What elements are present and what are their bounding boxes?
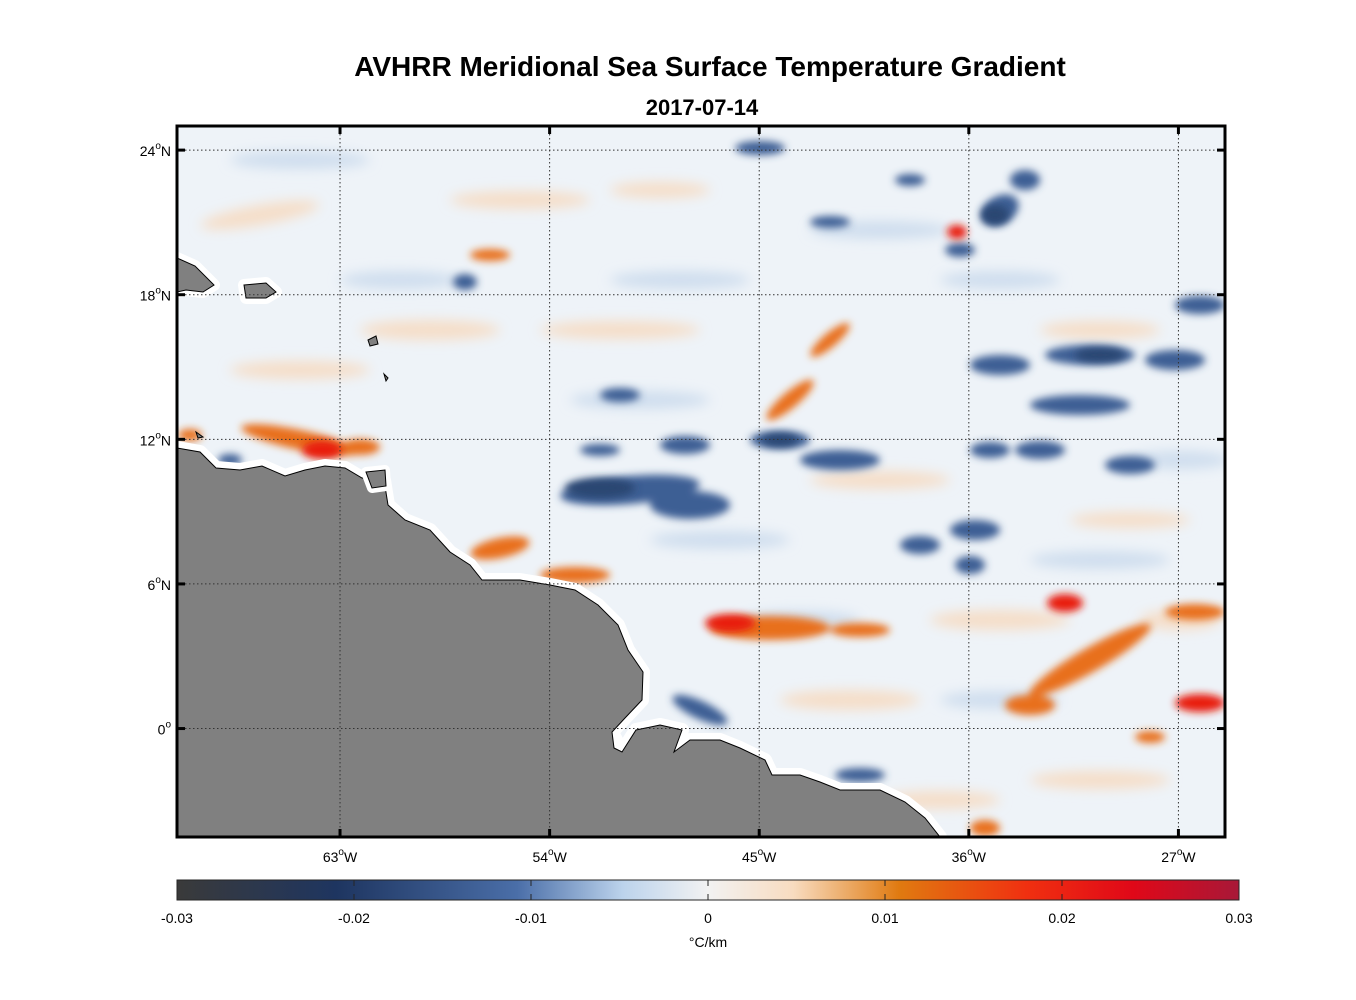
lat-tick-label: 0o	[158, 720, 172, 738]
gradient-features	[200, 151, 1225, 809]
lon-tick-hemisphere: W	[763, 849, 777, 865]
map-date-subtitle: 2017-07-14	[646, 95, 759, 120]
lon-tick-label: 27oW	[1161, 847, 1196, 865]
colorbar-ticks	[176, 880, 1240, 900]
strong-positive-spots	[302, 225, 1225, 712]
colorbar: -0.03 -0.02 -0.01 0 0.01 0.02 0.03 °C/km	[161, 879, 1253, 950]
guadeloupe-island	[367, 335, 379, 347]
lat-tick-label: 6oN	[148, 575, 171, 593]
colorbar-tick-label: -0.02	[338, 910, 370, 926]
degree-symbol: o	[967, 847, 973, 858]
degree-symbol: o	[155, 286, 161, 297]
lon-tick-label: 45oW	[742, 847, 777, 865]
lon-tick-hemisphere: W	[1182, 849, 1196, 865]
hispaniola-island	[177, 257, 215, 293]
map-gridlines	[177, 126, 1225, 837]
lat-tick-value: 6	[148, 577, 156, 593]
map-area	[177, 126, 1225, 837]
weak-positive-streaks	[200, 182, 1220, 809]
lat-tick-label: 18oN	[140, 286, 171, 304]
lat-tick-hemisphere: N	[161, 577, 171, 593]
lon-tick-value: 63	[323, 849, 339, 865]
lat-tick-hemisphere: N	[161, 288, 171, 304]
colorbar-tick-label: 0.03	[1225, 910, 1252, 926]
strong-negative-spots	[565, 205, 1125, 498]
degree-symbol: o	[1177, 847, 1183, 858]
south-america-land	[177, 447, 941, 837]
gradient-features-strong	[178, 141, 1225, 836]
degree-symbol: o	[155, 430, 161, 441]
degree-symbol: o	[155, 141, 161, 152]
grenada-island	[195, 430, 205, 439]
map-title: AVHRR Meridional Sea Surface Temperature…	[354, 51, 1066, 82]
lon-tick-hemisphere: W	[973, 849, 987, 865]
longitude-tick-labels: 63oW 54oW 45oW 36oW 27oW	[323, 847, 1197, 865]
puerto-rico-island	[243, 282, 277, 299]
colorbar-tick-labels: -0.03 -0.02 -0.01 0 0.01 0.02 0.03	[161, 910, 1253, 926]
degree-symbol: o	[155, 575, 161, 586]
lon-tick-value: 36	[952, 849, 968, 865]
colorbar-tick-label: 0	[704, 910, 712, 926]
lat-tick-value: 12	[140, 432, 156, 448]
lon-tick-value: 45	[742, 849, 758, 865]
martinique-island	[382, 372, 389, 383]
lon-tick-label: 54oW	[532, 847, 567, 865]
map-ticks	[177, 126, 1225, 837]
lat-tick-hemisphere: N	[161, 143, 171, 159]
colorbar-tick-label: -0.03	[161, 910, 193, 926]
lon-tick-hemisphere: W	[554, 849, 568, 865]
land	[177, 252, 947, 837]
lon-tick-label: 36oW	[952, 847, 987, 865]
lon-tick-value: 54	[532, 849, 548, 865]
lat-tick-value: 24	[140, 143, 156, 159]
trinidad-island	[365, 469, 387, 489]
colorbar-tick-label: 0.01	[871, 910, 898, 926]
lon-tick-value: 27	[1161, 849, 1177, 865]
degree-symbol: o	[338, 847, 344, 858]
map-frame	[175, 124, 1227, 839]
colorbar-tick-label: -0.01	[515, 910, 547, 926]
lat-tick-label: 12oN	[140, 430, 171, 448]
degree-symbol: o	[548, 847, 554, 858]
colorbar-tick-label: 0.02	[1048, 910, 1075, 926]
gradient-features-peak	[302, 205, 1225, 712]
lat-tick-value: 18	[140, 288, 156, 304]
degree-symbol: o	[165, 720, 171, 731]
lat-tick-hemisphere: N	[161, 432, 171, 448]
colorbar-unit-label: °C/km	[689, 934, 727, 950]
lon-tick-label: 63oW	[323, 847, 358, 865]
lat-tick-value: 0	[158, 722, 166, 738]
degree-symbol: o	[758, 847, 764, 858]
lon-tick-hemisphere: W	[344, 849, 358, 865]
lat-tick-label: 24oN	[140, 141, 171, 159]
